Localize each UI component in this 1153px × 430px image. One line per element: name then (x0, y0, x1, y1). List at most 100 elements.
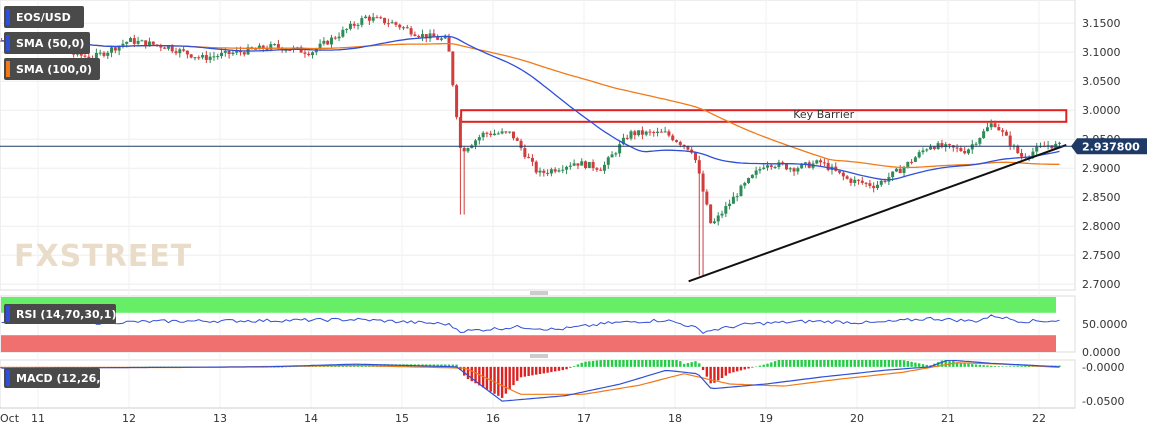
legend-sma100-tag[interactable]: SMA (100,0) (4, 58, 100, 80)
x-tick-label: 13 (213, 412, 227, 425)
candle-body (273, 44, 277, 46)
main-y-tick-label: 3.0500 (1082, 75, 1121, 88)
candle-body (417, 35, 421, 38)
macd-histogram-bar (713, 366, 716, 383)
macd-histogram-bar (944, 360, 947, 367)
candle-body (754, 170, 758, 175)
x-tick-label: 11 (31, 412, 45, 425)
candle-body (697, 160, 701, 174)
legend-sma50-tag[interactable]: SMA (50,0) (4, 32, 90, 54)
candle-body (474, 140, 478, 146)
macd-histogram-bar (751, 366, 754, 368)
macd-histogram-bar (815, 360, 819, 367)
macd-histogram-bar (451, 364, 455, 367)
candle-body (777, 162, 781, 167)
candle-body (402, 27, 406, 29)
candle-body (220, 52, 224, 57)
candle-body (652, 131, 656, 133)
macd-histogram-bar (883, 360, 887, 367)
candle-body (178, 49, 182, 54)
main-y-tick-label: 3.1000 (1082, 46, 1121, 59)
candle-body (121, 43, 125, 46)
macd-histogram-bar (622, 360, 625, 367)
candle-body (193, 57, 197, 59)
candle-body (311, 52, 315, 56)
candle-body (428, 33, 432, 39)
macd-histogram-bar (660, 360, 663, 367)
candle-body (766, 165, 770, 168)
candle-body (894, 168, 898, 172)
candle-body (458, 117, 462, 148)
main-rsi-resize-handle[interactable] (530, 291, 548, 295)
macd-histogram-bar (280, 366, 284, 368)
candle-body (815, 160, 819, 164)
candle-body (716, 215, 720, 222)
candle-body (1031, 151, 1035, 157)
candle-body (398, 24, 402, 28)
macd-histogram-bar (834, 360, 837, 367)
macd-y-tick-label: -0.0000 (1082, 361, 1124, 374)
macd-histogram-bar (546, 366, 549, 373)
macd-histogram-bar (648, 360, 652, 367)
macd-histogram-bar (1016, 366, 1019, 367)
candle-body (712, 221, 716, 224)
candle-body (671, 135, 675, 141)
macd-histogram-bar (955, 362, 959, 367)
candle-body (242, 52, 246, 55)
candle-body (424, 34, 428, 39)
x-tick-label: 17 (577, 412, 591, 425)
candle-body (189, 54, 193, 58)
macd-histogram-bar (789, 360, 792, 367)
macd-lines (1, 360, 1060, 402)
candle-body (280, 47, 284, 51)
macd-histogram-bar (474, 366, 477, 384)
candle-body (602, 164, 606, 171)
rsi-macd-resize-handle[interactable] (530, 354, 548, 358)
candle-body (284, 49, 288, 51)
candle-body (568, 165, 572, 167)
macd-histogram-bar (811, 360, 815, 367)
candle-body (743, 182, 747, 186)
macd-histogram-bar (679, 361, 682, 367)
macd-histogram-bar (701, 366, 705, 371)
x-tick-label: 18 (668, 412, 682, 425)
candle-body (212, 56, 216, 58)
macd-histogram-bar (447, 364, 451, 367)
macd-histogram-bar (462, 366, 466, 376)
candle-body (784, 164, 788, 170)
candle-body (515, 138, 519, 141)
macd-histogram-bar (880, 360, 883, 367)
candle-body (735, 196, 739, 198)
legend-symbol-tag[interactable]: EOS/USD (4, 6, 84, 28)
candle-body (910, 161, 914, 163)
candle-body (978, 138, 982, 144)
candle-body (504, 131, 508, 133)
candle-body (959, 148, 963, 151)
macd-histogram-bar (705, 366, 709, 377)
sma50-line (1, 35, 1060, 181)
candle-body (891, 171, 895, 178)
candle-body (106, 52, 110, 56)
candle-body (565, 166, 569, 170)
macd-histogram-bar (993, 366, 997, 367)
candle-body (993, 123, 997, 128)
main-y-tick-label: 3.0000 (1082, 104, 1121, 117)
x-tick-label: 14 (304, 412, 318, 425)
trendline (688, 144, 1067, 283)
candle-body (231, 52, 235, 55)
candle-body (610, 154, 614, 158)
legend-rsi-tag[interactable]: RSI (14,70,30,1) (4, 304, 116, 324)
main-y-tick-label: 3.1500 (1082, 17, 1121, 30)
candle-body (720, 213, 724, 216)
candle-body (386, 23, 390, 25)
candle-body (819, 160, 823, 163)
macd-histogram-bar (891, 360, 894, 367)
rsi-oversold-zone (1, 335, 1056, 352)
candle-body (364, 16, 368, 19)
candle-body (864, 182, 868, 184)
macd-histogram-bar (288, 366, 291, 368)
macd-histogram-bar (826, 360, 830, 367)
legend-macd-tag[interactable]: MACD (12,26,9) (4, 368, 113, 388)
macd-histogram-bar (735, 366, 739, 372)
macd-histogram-bar (667, 360, 671, 367)
